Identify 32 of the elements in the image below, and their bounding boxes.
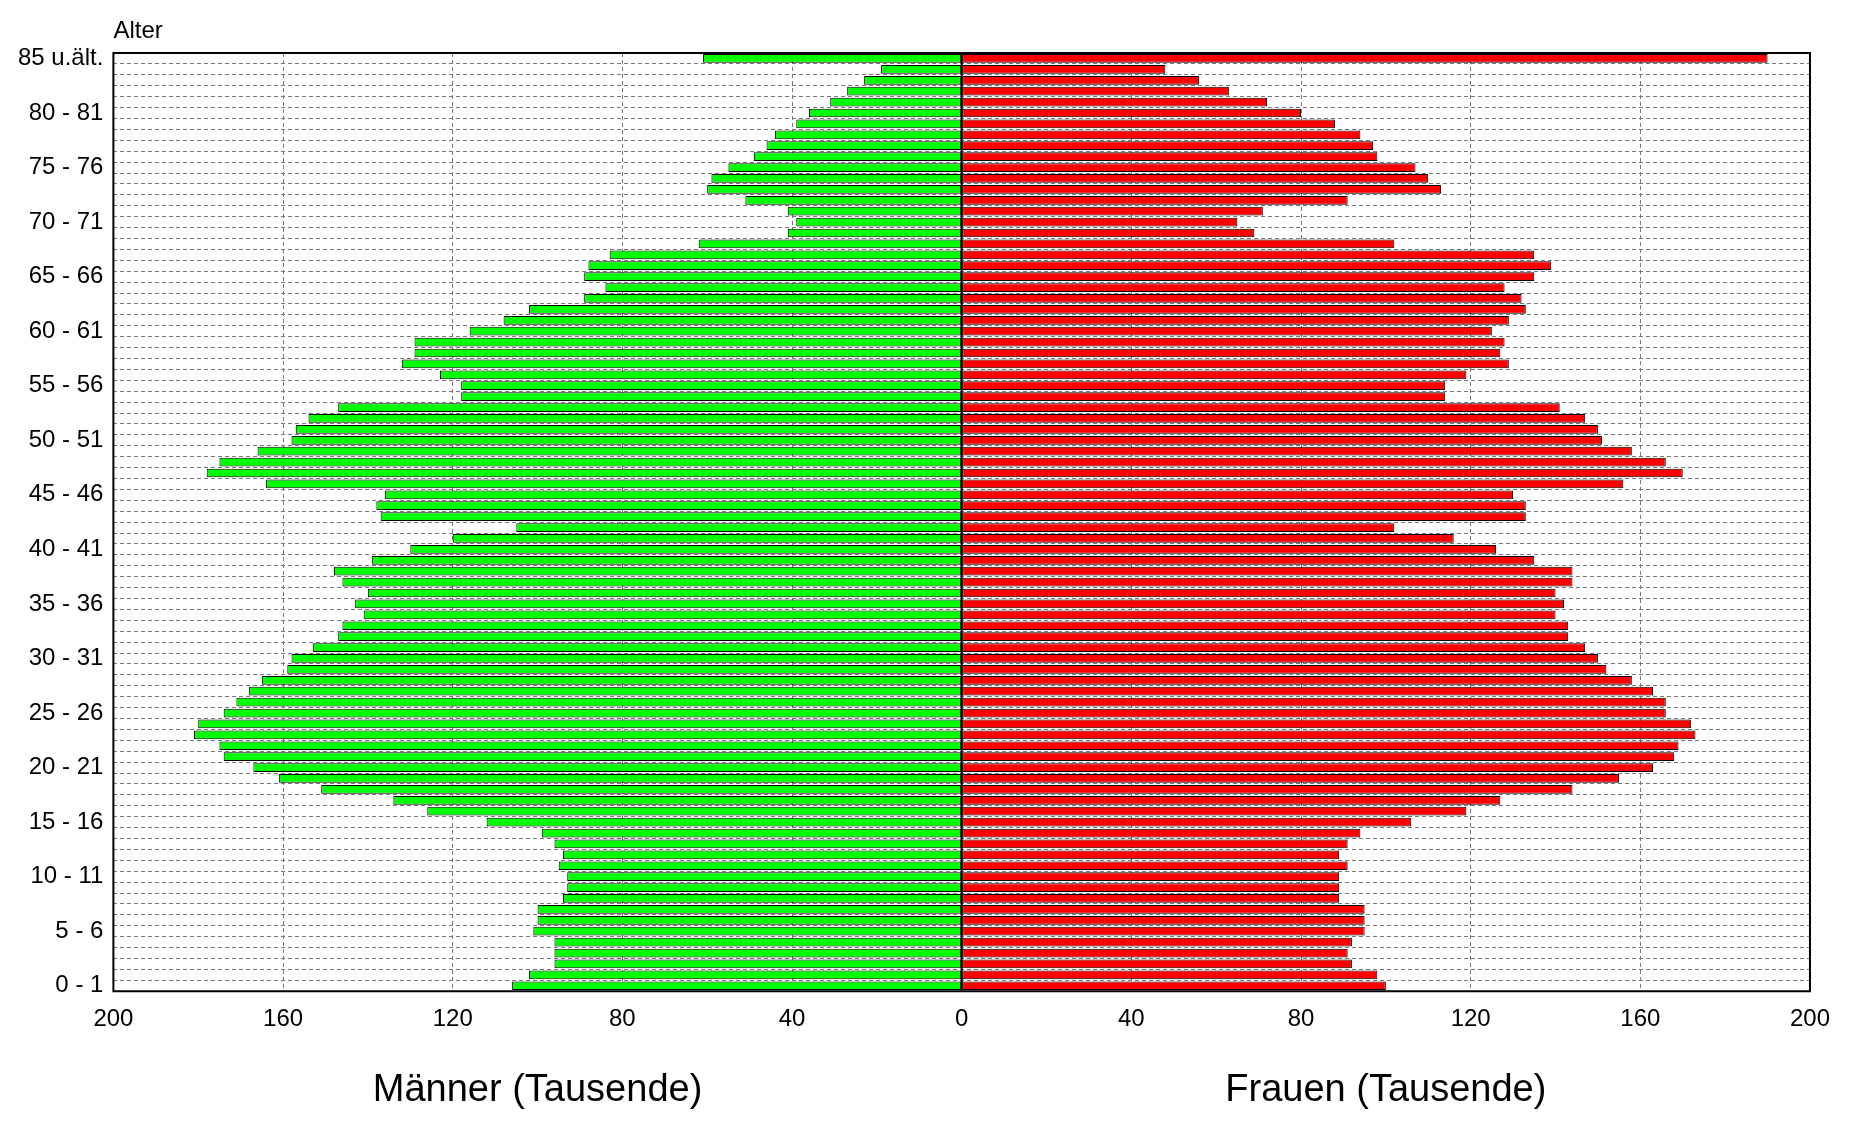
text: Männer (Tausende): [372, 1067, 703, 1110]
x-tick-label: 40: [778, 1004, 806, 1032]
x-tick-label: 0: [955, 1004, 969, 1032]
y-tick-label: 25 - 26: [28, 697, 104, 725]
y-tick-label: 10 - 11: [30, 861, 104, 889]
y-tick-label: 20 - 21: [28, 752, 104, 780]
x-tick-label: 120: [1450, 1004, 1491, 1032]
x-tick-label: 40: [1117, 1004, 1145, 1032]
y-tick-label: 30 - 31: [28, 643, 104, 671]
text: Frauen (Tausende): [1225, 1067, 1547, 1110]
y-tick-label: 40 - 41: [28, 534, 104, 561]
y-tick-label: 75 - 76: [28, 152, 104, 180]
y-tick-label: 35 - 36: [28, 588, 104, 616]
y-tick-label: 55 - 56: [28, 370, 104, 398]
x-tick-label: 160: [263, 1004, 304, 1032]
y-axis-title: Alter: [113, 15, 163, 43]
y-tick-label: 60 - 61: [28, 315, 104, 343]
y-tick-label: 65 - 66: [28, 261, 104, 289]
x-tick-label: 80: [609, 1004, 636, 1032]
y-tick-label: 5 - 6: [55, 915, 104, 943]
x-tick-label: 200: [1789, 1004, 1830, 1032]
x-tick-label: 160: [1620, 1004, 1661, 1032]
y-tick-label: 85 u.ält.: [17, 43, 104, 71]
y-tick-label: 45 - 46: [28, 479, 104, 507]
y-tick-label: 50 - 51: [28, 424, 104, 452]
y-tick-label: 0 - 1: [55, 970, 104, 998]
y-tick-label: 80 - 81: [28, 97, 104, 125]
y-tick-label: 15 - 16: [28, 806, 104, 834]
x-tick-label: 120: [432, 1004, 473, 1032]
y-tick-label: 70 - 71: [28, 206, 104, 234]
x-tick-label: 200: [93, 1004, 134, 1032]
x-tick-label: 80: [1287, 1004, 1315, 1032]
